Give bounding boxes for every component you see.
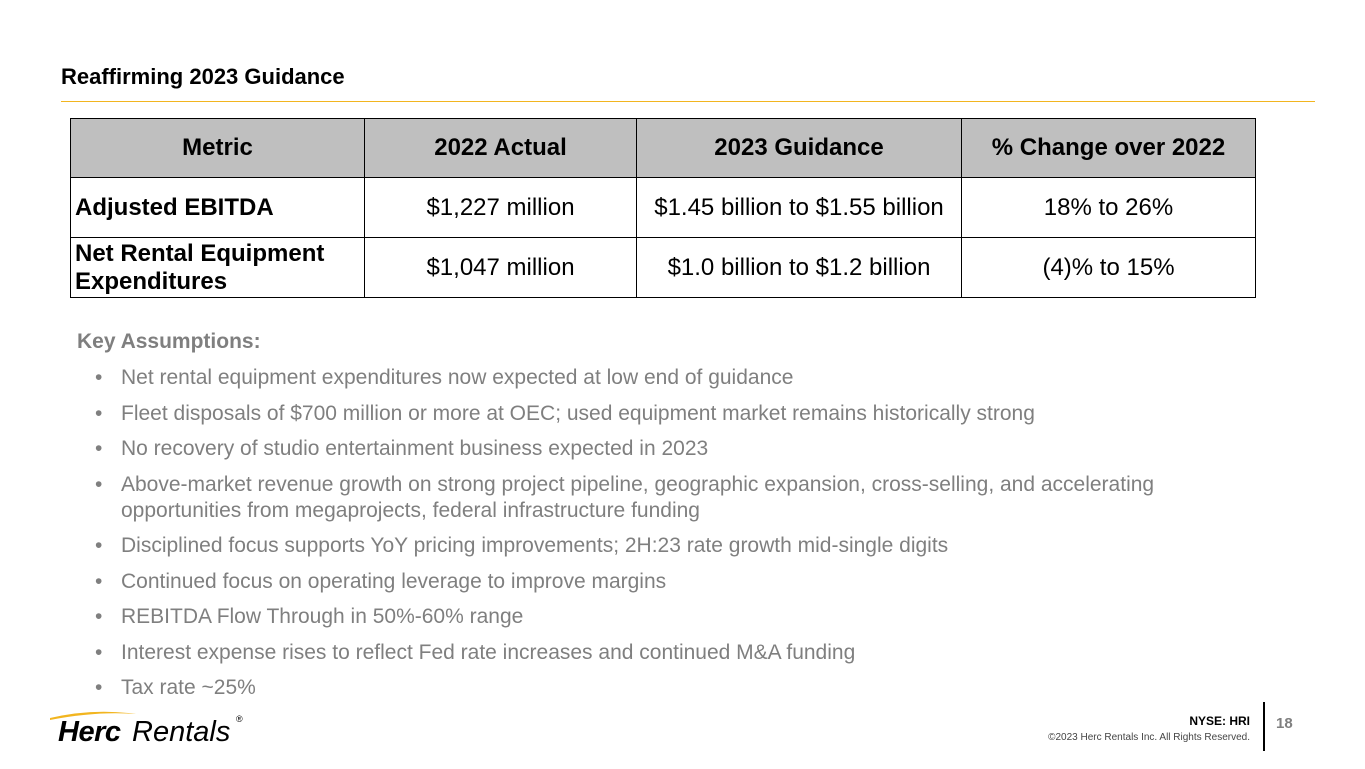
title-divider — [61, 101, 1315, 102]
list-item-text: Above-market revenue growth on strong pr… — [121, 472, 1155, 522]
table-cell: 18% to 26% — [961, 177, 1256, 238]
bullet-icon: • — [95, 366, 103, 389]
page-number: 18 — [1276, 715, 1293, 732]
table-header-row: Metric 2022 Actual 2023 Guidance % Chang… — [70, 118, 1256, 178]
column-header: Metric — [70, 118, 365, 178]
list-item: • Disciplined focus supports YoY pricing … — [77, 533, 1277, 559]
table-cell: $1,227 million — [364, 177, 637, 238]
table-cell: (4)% to 15% — [961, 237, 1256, 298]
registered-mark: ® — [236, 714, 243, 724]
herc-rentals-logo: Herc Rentals ® — [48, 708, 258, 750]
bullet-icon: • — [95, 676, 103, 699]
table-cell: $1.45 billion to $1.55 billion — [636, 177, 962, 238]
table-cell-metric: Net Rental Equipment Expenditures — [70, 237, 365, 298]
list-item: • REBITDA Flow Through in 50%-60% range — [77, 604, 1277, 630]
page-title: Reaffirming 2023 Guidance — [61, 64, 345, 89]
bullet-icon: • — [95, 401, 103, 425]
copyright: ©2023 Herc Rentals Inc. All Rights Reser… — [1048, 732, 1250, 743]
list-item: • No recovery of studio entertainment bus… — [77, 436, 1277, 462]
list-item: • Tax rate ~25% — [77, 675, 1277, 701]
key-assumptions: Key Assumptions: • Net rental equipment e… — [77, 330, 1277, 711]
list-item: • Fleet disposals of $700 million or more… — [77, 401, 1277, 427]
footer-info: NYSE: HRI ©2023 Herc Rentals Inc. All Ri… — [1048, 714, 1250, 743]
list-item: • Interest expense rises to reflect Fed r… — [77, 640, 1277, 666]
table-row: Adjusted EBITDA $1,227 million $1.45 bil… — [70, 177, 1256, 238]
column-header: % Change over 2022 — [961, 118, 1256, 178]
bullet-icon: • — [95, 605, 103, 628]
list-item: • Above-market revenue growth on strong p… — [77, 472, 1277, 524]
list-item: • Net rental equipment expenditures now e… — [77, 365, 1277, 391]
list-item-text: Tax rate ~25% — [121, 676, 256, 699]
bullet-icon: • — [95, 437, 103, 460]
table-cell: $1,047 million — [364, 237, 637, 298]
list-item: • Continued focus on operating leverage t… — [77, 569, 1277, 595]
list-item-text: REBITDA Flow Through in 50%-60% range — [121, 605, 524, 628]
guidance-table: Metric 2022 Actual 2023 Guidance % Chang… — [70, 118, 1256, 298]
bullet-icon: • — [95, 472, 103, 496]
assumptions-heading: Key Assumptions: — [77, 330, 261, 353]
list-item-text: Continued focus on operating leverage to… — [121, 569, 667, 593]
logo-wordmark: Rentals — [132, 716, 231, 748]
column-header: 2022 Actual — [364, 118, 637, 178]
assumptions-list: • Net rental equipment expenditures now e… — [77, 365, 1277, 701]
table-row: Net Rental Equipment Expenditures $1,047… — [70, 237, 1256, 298]
list-item-text: Disciplined focus supports YoY pricing i… — [121, 534, 949, 557]
list-item-text: Net rental equipment expenditures now ex… — [121, 366, 794, 389]
list-item-text: Interest expense rises to reflect Fed ra… — [121, 640, 856, 664]
bullet-icon: • — [95, 640, 103, 664]
stock-ticker: NYSE: HRI — [1189, 714, 1250, 728]
table-cell-metric: Adjusted EBITDA — [70, 177, 365, 238]
bullet-icon: • — [95, 569, 103, 593]
bullet-icon: • — [95, 534, 103, 557]
logo-swoosh-icon — [50, 711, 136, 720]
list-item-text: No recovery of studio entertainment busi… — [121, 437, 709, 460]
column-header: 2023 Guidance — [636, 118, 962, 178]
table-cell: $1.0 billion to $1.2 billion — [636, 237, 962, 298]
logo-wordmark-bold: Herc — [58, 716, 121, 748]
footer-divider — [1263, 702, 1265, 751]
list-item-text: Fleet disposals of $700 million or more … — [121, 401, 1035, 425]
